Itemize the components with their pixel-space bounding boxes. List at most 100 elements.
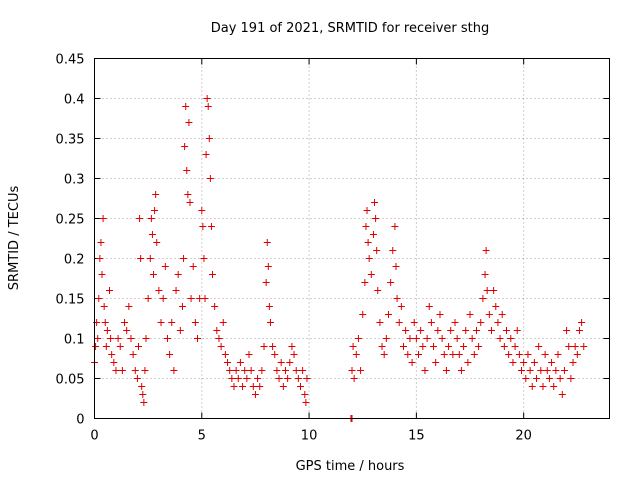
data-point — [472, 327, 480, 334]
data-point — [455, 351, 463, 358]
data-point — [494, 319, 502, 326]
data-point — [470, 351, 478, 358]
data-point — [256, 383, 264, 390]
data-point — [279, 383, 287, 390]
data-point — [269, 343, 277, 350]
data-point — [457, 367, 465, 374]
data-point — [363, 207, 371, 214]
data-point — [168, 319, 176, 326]
data-point — [466, 311, 474, 318]
data-point — [415, 351, 423, 358]
data-point — [503, 327, 510, 334]
data-points — [91, 95, 588, 422]
data-point — [373, 247, 381, 254]
data-point — [157, 319, 165, 326]
data-point — [204, 103, 212, 110]
data-point — [468, 335, 476, 342]
data-point — [191, 319, 199, 326]
data-point — [397, 303, 405, 310]
data-point — [100, 303, 108, 310]
data-point — [228, 375, 236, 382]
data-point — [445, 343, 453, 350]
data-point — [419, 343, 427, 350]
data-point — [144, 295, 152, 302]
data-point — [221, 351, 229, 358]
data-point — [297, 383, 304, 390]
data-point — [402, 327, 410, 334]
data-point — [303, 375, 311, 382]
data-point — [148, 231, 156, 238]
data-point — [288, 343, 296, 350]
data-point — [515, 351, 523, 358]
data-point — [99, 215, 107, 222]
data-point — [378, 343, 386, 350]
data-point — [362, 223, 370, 230]
data-point — [460, 343, 468, 350]
data-point — [299, 367, 307, 374]
data-point — [189, 263, 197, 270]
data-point — [440, 351, 448, 358]
data-point — [254, 375, 262, 382]
data-point — [364, 239, 372, 246]
data-point — [565, 343, 573, 350]
data-point — [492, 303, 500, 310]
data-point — [103, 327, 111, 334]
data-point — [263, 239, 271, 246]
data-point — [573, 351, 581, 358]
data-point — [151, 207, 159, 214]
data-point — [575, 327, 583, 334]
data-point — [483, 287, 491, 294]
data-point — [198, 207, 206, 214]
data-point — [530, 359, 538, 366]
data-point — [258, 367, 266, 374]
data-point — [112, 367, 120, 374]
data-point — [281, 367, 289, 374]
data-point — [434, 327, 442, 334]
data-point — [427, 319, 435, 326]
data-point — [425, 303, 433, 310]
data-point — [294, 375, 302, 382]
data-point — [178, 303, 186, 310]
data-point — [361, 279, 369, 286]
data-point — [110, 359, 118, 366]
data-point — [408, 359, 416, 366]
data-point — [114, 335, 122, 342]
data-point — [548, 359, 556, 366]
data-point — [421, 367, 429, 374]
data-point — [389, 247, 397, 254]
data-point — [271, 351, 279, 358]
data-point — [245, 351, 253, 358]
data-point — [380, 351, 388, 358]
data-point — [116, 343, 124, 350]
data-point — [121, 319, 129, 326]
data-point — [412, 335, 420, 342]
x-tick-label: 5 — [198, 429, 206, 444]
data-point — [243, 375, 251, 382]
data-point — [369, 231, 377, 238]
data-point — [442, 367, 450, 374]
plot-frame — [94, 58, 610, 419]
data-point — [475, 343, 483, 350]
data-point — [224, 359, 232, 366]
data-point — [352, 351, 360, 358]
data-point — [127, 335, 135, 342]
data-point — [507, 335, 515, 342]
data-point — [464, 359, 472, 366]
data-point — [161, 263, 169, 270]
data-point — [92, 343, 100, 350]
data-point — [230, 383, 238, 390]
data-point — [371, 199, 379, 206]
data-point — [556, 375, 564, 382]
data-point — [147, 215, 155, 222]
data-point — [136, 215, 144, 222]
data-point — [187, 295, 195, 302]
data-point — [537, 367, 545, 374]
data-point — [205, 135, 213, 142]
data-point — [391, 223, 399, 230]
data-point — [365, 255, 373, 262]
data-point — [376, 319, 384, 326]
data-point — [447, 327, 455, 334]
data-point — [404, 351, 412, 358]
data-point — [481, 271, 489, 278]
